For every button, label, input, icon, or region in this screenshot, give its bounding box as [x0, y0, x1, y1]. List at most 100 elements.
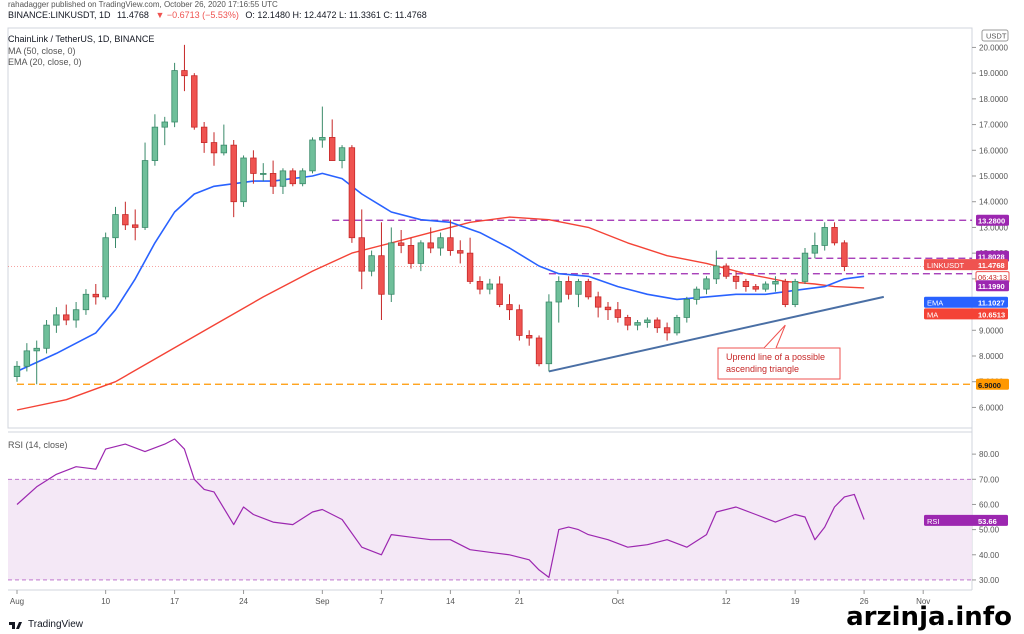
- annotation-line-2: ascending triangle: [726, 364, 799, 374]
- candle-body[interactable]: [151, 126, 159, 161]
- candle-body[interactable]: [378, 255, 385, 295]
- candle-body[interactable]: [526, 335, 533, 339]
- candle-body[interactable]: [240, 157, 247, 203]
- candle-body[interactable]: [309, 139, 316, 172]
- candle-body[interactable]: [220, 144, 228, 154]
- candle-body[interactable]: [575, 281, 582, 295]
- candle-body[interactable]: [644, 319, 651, 323]
- candle-body[interactable]: [92, 293, 99, 298]
- candle-body[interactable]: [663, 327, 671, 334]
- tag-countdown-value: 06:43:13: [978, 273, 1007, 282]
- ma-legend[interactable]: MA (50, close, 0): [8, 46, 76, 56]
- candle-body[interactable]: [269, 173, 277, 187]
- candle-body[interactable]: [397, 242, 405, 246]
- candle-body[interactable]: [299, 170, 306, 185]
- candle-body[interactable]: [545, 301, 553, 365]
- candle-body[interactable]: [772, 281, 779, 285]
- candle-body[interactable]: [43, 324, 50, 349]
- tradingview-logo[interactable]: TradingView: [8, 619, 83, 630]
- candle-body[interactable]: [624, 317, 631, 326]
- candle-body[interactable]: [112, 214, 119, 239]
- candle-body[interactable]: [811, 245, 819, 254]
- candle-body[interactable]: [230, 144, 237, 203]
- price-tick-label: 18.0000: [979, 95, 1008, 104]
- candle-body[interactable]: [496, 283, 503, 305]
- candle-body[interactable]: [250, 157, 257, 174]
- candle-body[interactable]: [53, 314, 60, 326]
- candle-body[interactable]: [565, 281, 572, 295]
- annotation-box[interactable]: [717, 347, 841, 380]
- candle-body[interactable]: [801, 252, 809, 282]
- candle-body[interactable]: [102, 237, 109, 298]
- candle-body[interactable]: [319, 137, 326, 141]
- candle-body[interactable]: [516, 309, 523, 336]
- candle-body[interactable]: [614, 309, 622, 318]
- candle-body[interactable]: [585, 281, 592, 298]
- candle-body[interactable]: [200, 126, 208, 143]
- candle-body[interactable]: [122, 214, 129, 226]
- symbol-label: BINANCE:LINKUSDT, 1D: [8, 10, 111, 20]
- candle-body[interactable]: [732, 275, 740, 282]
- time-tick-label: 12: [722, 597, 731, 606]
- candle-body[interactable]: [673, 317, 681, 334]
- candle-body[interactable]: [358, 237, 365, 272]
- candle-body[interactable]: [427, 242, 434, 249]
- candle-body[interactable]: [33, 347, 40, 352]
- candle-body[interactable]: [447, 237, 454, 251]
- candle-body[interactable]: [782, 281, 789, 305]
- candle-body[interactable]: [457, 250, 464, 254]
- candle-body[interactable]: [328, 137, 336, 161]
- time-tick-label: Oct: [612, 597, 625, 606]
- candle-body[interactable]: [437, 237, 444, 249]
- candle-body[interactable]: [713, 265, 720, 280]
- candle-body[interactable]: [181, 70, 188, 77]
- candle-body[interactable]: [486, 283, 493, 290]
- candle-body[interactable]: [752, 286, 759, 290]
- candle-body[interactable]: [693, 288, 700, 300]
- candle-body[interactable]: [289, 170, 296, 185]
- rsi-legend[interactable]: RSI (14, close): [8, 440, 68, 450]
- candle-body[interactable]: [723, 265, 730, 277]
- candle-body[interactable]: [388, 242, 395, 295]
- candle-body[interactable]: [63, 314, 70, 321]
- candle-body[interactable]: [821, 227, 828, 246]
- candle-body[interactable]: [535, 337, 543, 365]
- candle-body[interactable]: [171, 70, 178, 123]
- candle-body[interactable]: [506, 304, 513, 311]
- candle-body[interactable]: [23, 350, 31, 367]
- candle-body[interactable]: [683, 299, 690, 318]
- candle-body[interactable]: [841, 242, 848, 267]
- candle-body[interactable]: [260, 173, 267, 175]
- candle-body[interactable]: [82, 293, 90, 311]
- candle-body[interactable]: [417, 242, 425, 264]
- candle-body[interactable]: [791, 281, 799, 305]
- candle-body[interactable]: [466, 252, 474, 282]
- candle-body[interactable]: [348, 147, 356, 239]
- candle-body[interactable]: [131, 224, 139, 228]
- candle-body[interactable]: [368, 255, 375, 272]
- candle-body[interactable]: [141, 160, 149, 228]
- candle-body[interactable]: [13, 365, 21, 377]
- candle-body[interactable]: [604, 306, 612, 311]
- candle-body[interactable]: [72, 309, 80, 321]
- candle-body[interactable]: [831, 227, 838, 244]
- candle-body[interactable]: [634, 322, 641, 326]
- time-tick-label: Sep: [315, 597, 330, 606]
- price-tick-label: 8.0000: [979, 352, 1004, 361]
- candle-body[interactable]: [762, 283, 769, 290]
- tag-support-1-value: 11.1990: [978, 282, 1005, 291]
- candle-body[interactable]: [703, 278, 710, 290]
- candle-body[interactable]: [742, 281, 750, 287]
- ema-legend[interactable]: EMA (20, close, 0): [8, 57, 82, 67]
- candle-body[interactable]: [161, 121, 168, 128]
- candle-body[interactable]: [555, 281, 562, 303]
- candle-body[interactable]: [476, 281, 484, 290]
- candle-body[interactable]: [338, 147, 346, 161]
- candle-body[interactable]: [594, 296, 602, 308]
- candle-body[interactable]: [210, 142, 218, 154]
- candle-body[interactable]: [654, 319, 661, 329]
- candle-body[interactable]: [407, 245, 415, 264]
- candle-body[interactable]: [191, 75, 198, 128]
- candle-body[interactable]: [279, 170, 287, 187]
